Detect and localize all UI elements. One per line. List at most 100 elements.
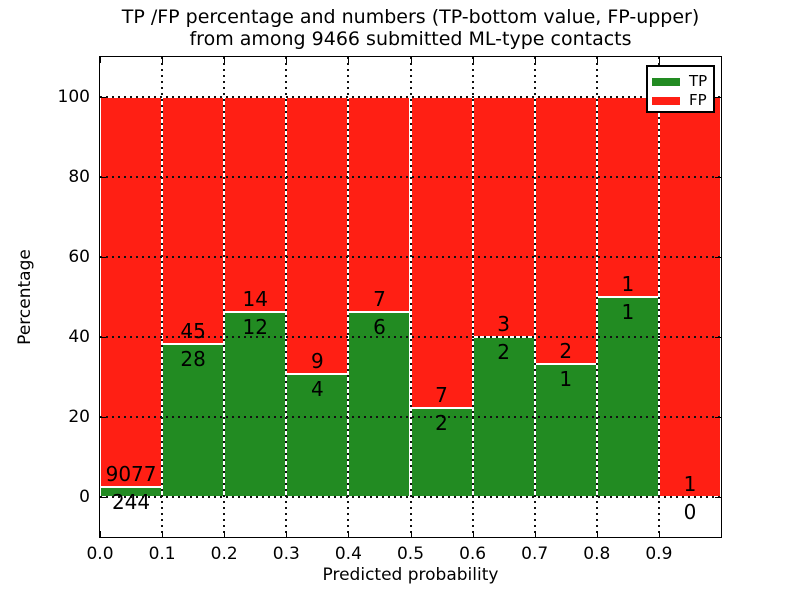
bar-fp-8 (596, 97, 659, 297)
gridline-y-20 (100, 416, 721, 418)
x-axis-label: Predicted probability (322, 565, 499, 585)
x-tick-bottom-9 (658, 531, 660, 537)
x-tick-label-0.4: 0.4 (334, 544, 362, 564)
count-label-fp-8: 1 (621, 272, 635, 296)
x-tick-bottom-4 (348, 531, 350, 537)
count-label-tp-2: 12 (242, 315, 268, 340)
x-tick-label-0.6: 0.6 (459, 544, 487, 564)
y-tick-left-20 (100, 417, 106, 418)
y-tick-label-80: 80 (68, 167, 90, 187)
chart-title-line1: TP /FP percentage and numbers (TP-bottom… (121, 6, 700, 28)
bar-fp-0 (100, 97, 163, 487)
x-tick-label-0.0: 0.0 (86, 544, 114, 564)
y-tick-right-60 (715, 257, 721, 258)
y-tick-left-0 (100, 497, 106, 498)
count-label-fp-9: 1 (683, 472, 697, 496)
x-tick-top-7 (534, 57, 536, 63)
count-label-fp-1: 45 (180, 318, 206, 343)
plot-area: 9077 244 45 28 14 12 9 4 7 6 7 2 3 2 2 1 1 1 1 0 (99, 56, 722, 538)
chart-title-line2: from among 9466 submitted ML-type contac… (189, 28, 632, 50)
bar-fp-5 (410, 97, 473, 409)
bar-fp-6 (472, 97, 535, 337)
bar-fp-7 (534, 97, 597, 364)
bar-fp-2 (224, 97, 287, 313)
x-tick-label-0.8: 0.8 (583, 544, 611, 564)
count-label-tp-1: 28 (180, 346, 206, 371)
gridline-y-60 (100, 256, 721, 258)
y-tick-label-20: 20 (68, 407, 90, 427)
x-tick-label-0.9: 0.9 (645, 544, 673, 564)
count-label-fp-0: 9077 (105, 461, 157, 486)
y-tick-right-40 (715, 337, 721, 338)
bar-tp-8 (596, 297, 659, 497)
x-tick-top-0 (100, 57, 101, 63)
x-tick-label-0.3: 0.3 (272, 544, 300, 564)
y-tick-label-60: 60 (68, 247, 90, 267)
count-label-tp-9: 0 (683, 500, 697, 524)
count-label-fp-4: 7 (373, 287, 386, 312)
gridline-x-0.1 (161, 57, 164, 537)
x-tick-top-6 (472, 57, 474, 63)
y-tick-right-20 (715, 417, 721, 418)
bar-fp-4 (348, 97, 411, 313)
gridline-y-0 (100, 496, 721, 498)
x-tick-label-0.7: 0.7 (521, 544, 549, 564)
gridline-y-40 (100, 336, 721, 338)
gridline-x-0.7 (533, 57, 536, 537)
y-tick-label-0: 0 (79, 487, 90, 507)
gridline-x-0.4 (347, 57, 350, 537)
y-tick-label-40: 40 (68, 327, 90, 347)
gridline-x-0.8 (595, 57, 598, 537)
x-tick-top-2 (224, 57, 226, 63)
x-tick-top-1 (162, 57, 164, 63)
x-tick-bottom-1 (162, 531, 164, 537)
gridline-y-80 (100, 176, 721, 178)
count-label-tp-3: 4 (310, 376, 324, 401)
count-label-tp-4: 6 (373, 315, 386, 340)
count-label-tp-6: 2 (497, 340, 511, 364)
y-tick-left-100 (100, 97, 106, 98)
y-tick-label-100: 100 (57, 87, 90, 107)
x-tick-top-4 (348, 57, 350, 63)
count-label-tp-5: 2 (435, 411, 448, 436)
count-label-fp-6: 3 (497, 312, 511, 336)
count-label-fp-3: 9 (310, 348, 324, 373)
y-tick-right-0 (715, 497, 721, 498)
x-tick-label-0.5: 0.5 (396, 544, 425, 564)
count-label-tp-8: 1 (621, 300, 635, 324)
gridline-x-0.2 (223, 57, 226, 537)
x-tick-bottom-0 (100, 531, 101, 537)
legend-row-fp: FP (652, 91, 713, 110)
bar-tp-2 (224, 312, 287, 497)
x-tick-bottom-5 (410, 531, 412, 537)
bar-fp-1 (162, 97, 225, 344)
chart-title: TP /FP percentage and numbers (TP-bottom… (100, 6, 721, 50)
tp-color-swatch (652, 77, 680, 86)
gridline-x-0.3 (285, 57, 288, 537)
y-tick-left-60 (100, 257, 106, 258)
count-label-fp-5: 7 (435, 383, 448, 408)
x-tick-top-9 (658, 57, 660, 63)
fp-color-swatch (652, 96, 680, 105)
legend: TP FP (646, 65, 715, 113)
x-tick-label-0.1: 0.1 (148, 544, 176, 564)
y-axis-label: Percentage (15, 249, 35, 345)
x-tick-top-5 (410, 57, 412, 63)
count-label-fp-7: 2 (559, 338, 573, 363)
gridline-y-100 (100, 96, 721, 98)
legend-label-fp: FP (689, 91, 707, 109)
x-tick-label-0.2: 0.2 (210, 544, 238, 564)
bar-fp-3 (286, 97, 349, 374)
x-tick-bottom-2 (224, 531, 226, 537)
legend-label-tp: TP (689, 72, 708, 90)
x-tick-bottom-8 (596, 531, 598, 537)
x-tick-bottom-6 (472, 531, 474, 537)
y-tick-right-80 (715, 177, 721, 178)
x-tick-bottom-3 (286, 531, 288, 537)
y-tick-right-100 (715, 97, 721, 98)
x-tick-top-8 (596, 57, 598, 63)
x-tick-bottom-7 (534, 531, 536, 537)
count-label-tp-0: 244 (111, 489, 151, 514)
gridline-x-0.5 (409, 57, 412, 537)
